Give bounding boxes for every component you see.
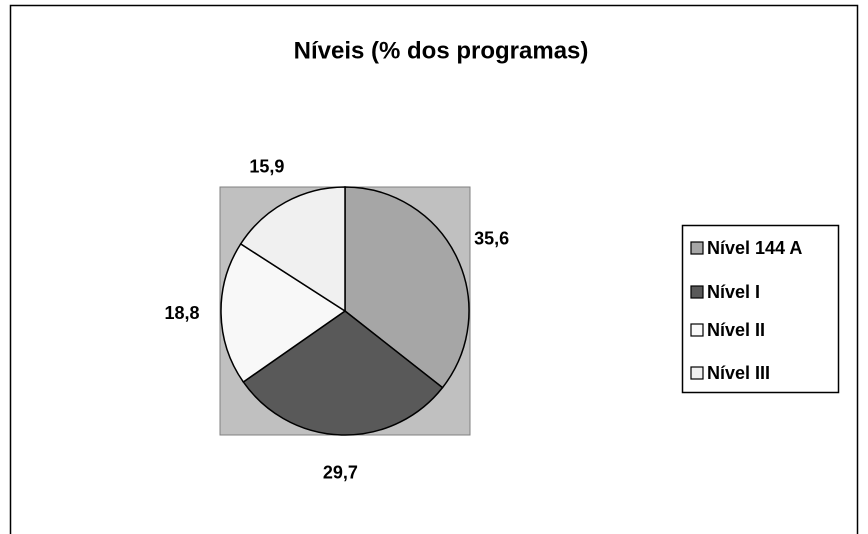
data-label: 15,9 bbox=[249, 157, 284, 177]
pie-slice bbox=[239, 186, 346, 313]
legend-swatch bbox=[690, 285, 704, 299]
data-label: 35,6 bbox=[474, 229, 509, 249]
data-label: 18,8 bbox=[165, 303, 200, 323]
pie-slice bbox=[344, 186, 470, 389]
legend-label: Nível II bbox=[707, 320, 765, 340]
legend-label: Nível III bbox=[707, 363, 770, 383]
legend-label: Nível 144 A bbox=[707, 238, 802, 258]
legend-swatch bbox=[690, 366, 704, 380]
legend-swatch bbox=[690, 323, 704, 337]
pie-slice bbox=[242, 310, 444, 436]
chart-title: Níveis (% dos programas) bbox=[294, 37, 589, 64]
legend-box bbox=[681, 224, 840, 394]
legend-label: Nível I bbox=[707, 282, 760, 302]
legend-swatch bbox=[690, 241, 704, 255]
pie-slice bbox=[220, 242, 347, 384]
data-label: 29,7 bbox=[323, 463, 358, 483]
